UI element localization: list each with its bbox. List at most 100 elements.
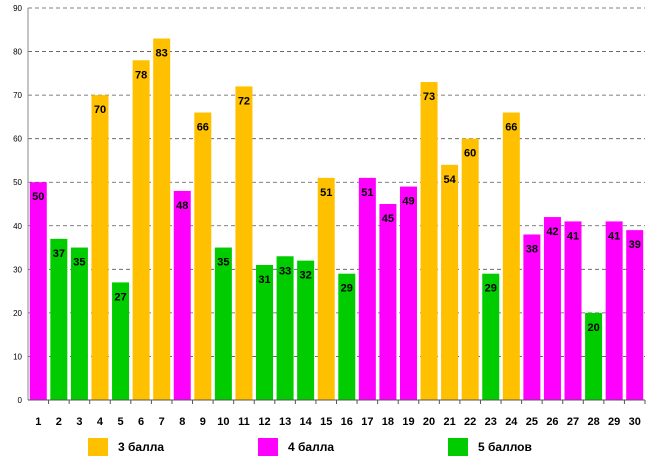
data-label-25: 38	[526, 243, 538, 255]
legend-item-4-balla: 4 балла	[258, 437, 334, 457]
x-tick-label-11: 11	[238, 416, 250, 428]
data-label-1: 50	[32, 191, 44, 203]
data-label-16: 29	[341, 283, 353, 295]
x-tick-label-18: 18	[382, 416, 394, 428]
bar-19	[399, 186, 417, 400]
data-label-27: 41	[567, 230, 579, 242]
legend-label-5-ballov: 5 баллов	[478, 440, 532, 454]
bar-4	[91, 95, 109, 400]
bar-3	[70, 247, 88, 400]
data-label-23: 29	[485, 283, 497, 295]
bar-13	[276, 256, 294, 400]
x-tick-label-19: 19	[402, 416, 414, 428]
bar-17	[358, 177, 376, 400]
data-label-15: 51	[320, 187, 332, 199]
x-tick-label-3: 3	[76, 416, 82, 428]
bar-8	[173, 190, 191, 400]
x-tick-label-26: 26	[546, 416, 558, 428]
x-tick-label-23: 23	[485, 416, 497, 428]
x-tick-label-2: 2	[56, 416, 62, 428]
bar-18	[379, 204, 397, 400]
bar-24	[502, 112, 520, 401]
bar-20	[420, 82, 438, 401]
legend-label-4-balla: 4 балла	[288, 440, 335, 454]
data-label-19: 49	[402, 196, 414, 208]
bar-2	[50, 238, 68, 400]
data-label-6: 78	[135, 69, 147, 81]
bar-15	[317, 177, 335, 400]
data-label-21: 54	[443, 174, 456, 186]
data-label-12: 31	[258, 274, 270, 286]
x-tick-label-25: 25	[526, 416, 538, 428]
x-tick-label-13: 13	[279, 416, 291, 428]
bar-5	[112, 282, 130, 400]
y-tick-label: 80	[13, 48, 22, 57]
x-tick-label-22: 22	[464, 416, 476, 428]
bar-25	[523, 234, 541, 400]
y-tick-label: 90	[13, 4, 22, 13]
y-tick-label: 20	[13, 309, 22, 318]
x-tick-label-7: 7	[159, 416, 165, 428]
x-tick-label-8: 8	[179, 416, 185, 428]
x-tick-label-1: 1	[35, 416, 41, 428]
bar-29	[605, 221, 623, 400]
data-label-7: 83	[156, 47, 168, 59]
data-label-2: 37	[53, 248, 65, 260]
bar-26	[543, 217, 561, 400]
y-tick-label: 50	[13, 178, 22, 187]
data-labels: 50 37 35 70 27 78 83 48 66 35 72 31 33 32 51 29 51 45 49 73…	[32, 47, 641, 333]
grid-lines	[28, 7, 645, 357]
data-label-11: 72	[238, 95, 250, 107]
data-label-13: 33	[279, 265, 291, 277]
legend-item-5-ballov: 5 баллов	[448, 437, 532, 457]
data-label-18: 45	[382, 213, 394, 225]
y-tick-label: 0	[18, 396, 23, 405]
data-label-20: 73	[423, 91, 435, 103]
data-label-28: 20	[587, 322, 599, 334]
y-tick-label: 40	[13, 222, 22, 231]
bar-21	[441, 164, 459, 400]
bar-16	[338, 273, 356, 400]
x-tick-label-9: 9	[200, 416, 206, 428]
data-label-4: 70	[94, 104, 106, 116]
bars	[29, 38, 644, 401]
x-tick-label-20: 20	[423, 416, 435, 428]
legend-item-3-balla: 3 балла	[88, 437, 164, 457]
bar-12	[256, 264, 274, 400]
data-label-26: 42	[546, 226, 558, 238]
y-tick-label: 30	[13, 265, 22, 274]
data-label-30: 39	[629, 239, 641, 251]
x-tick-label-15: 15	[320, 416, 332, 428]
bar-30	[626, 230, 644, 400]
x-tick-label-29: 29	[608, 416, 620, 428]
x-tick-label-6: 6	[138, 416, 144, 428]
x-tick-label-30: 30	[629, 416, 641, 428]
data-label-8: 48	[176, 200, 188, 212]
bar-28	[585, 312, 603, 400]
x-tick-label-17: 17	[361, 416, 373, 428]
x-tick-label-21: 21	[443, 416, 455, 428]
bar-1	[29, 182, 47, 400]
x-tick-label-12: 12	[258, 416, 270, 428]
bar-10	[214, 247, 232, 400]
x-tick-label-27: 27	[567, 416, 579, 428]
legend-label-3-balla: 3 балла	[118, 440, 165, 454]
bar-23	[482, 273, 500, 400]
x-tick-label-16: 16	[341, 416, 353, 428]
data-label-3: 35	[73, 257, 85, 269]
bar-6	[132, 60, 150, 401]
bar-27	[564, 221, 582, 400]
data-label-22: 60	[464, 148, 476, 160]
data-label-9: 66	[197, 122, 209, 134]
x-tick-label-10: 10	[217, 416, 229, 428]
data-label-24: 66	[505, 122, 517, 134]
bar-9	[194, 112, 212, 401]
y-tick-label: 10	[13, 352, 22, 361]
x-tick-label-5: 5	[117, 416, 123, 428]
x-axis-ticks: 1 2 3 4 5 6 7 8 9 10 11 12 13 14 15 16 17 18 19 20 21 22 23 24 2…	[35, 400, 646, 428]
y-tick-label: 60	[13, 135, 22, 144]
x-tick-label-24: 24	[505, 416, 518, 428]
legend-swatch-3-balla	[88, 438, 108, 456]
data-label-5: 27	[114, 291, 126, 303]
